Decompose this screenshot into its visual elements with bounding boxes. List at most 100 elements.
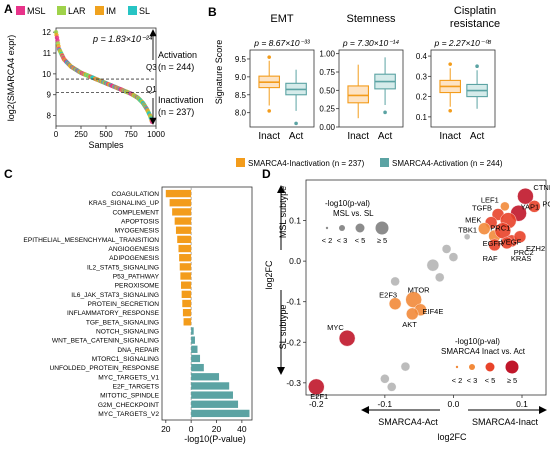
y-tick-label: 9.5	[235, 55, 247, 64]
bar-category-label: PEROXISOME	[115, 283, 160, 290]
boxplot-frame	[338, 49, 404, 128]
bar-category-label: P53_PATHWAY	[113, 274, 160, 281]
legend-label-im: IM	[106, 6, 116, 16]
bar-angiogenesis	[178, 244, 192, 253]
point-e2f3	[388, 297, 402, 310]
panel-a-ylabel: log2(SMARCA4 expr)	[6, 35, 16, 122]
panel-c-xlabel: -log10(P-value)	[184, 434, 246, 444]
legend-size-dot	[339, 225, 345, 231]
panel-d: D -0.3 -0.2 -0.1 0.0 0.1 -0.2 -0.1 0.0 0.1 CTNNB1…	[262, 167, 550, 442]
y-tick-label: 0.4	[416, 52, 428, 61]
legend-size-label: < 3	[337, 236, 348, 245]
bar-category-label: COAGULATION	[111, 191, 159, 198]
bar-category-label: UNFOLDED_PROTEIN_RESPONSE	[49, 365, 159, 372]
point-label: KRAS	[511, 254, 531, 263]
panel-a-ticks: 8 9 10 11 12 0 250 500 750 1000	[42, 28, 165, 139]
x-tick-label: -0.1	[378, 399, 393, 409]
y-tick-label: 0.1	[289, 216, 301, 226]
legend-swatch-activation	[380, 158, 389, 167]
boxplot-pvalue: p = 7.30×10⁻¹⁴	[342, 38, 400, 48]
legend-size-label: < 2	[452, 376, 463, 385]
bar-myogenesis	[175, 226, 192, 234]
legend-size-dot	[505, 360, 519, 374]
bar-category-label: INFLAMMATORY_RESPONSE	[67, 310, 160, 317]
bar-category-label: E2F_TARGETS	[113, 383, 160, 390]
legend-label-activation: SMARCA4-Activation (n = 244)	[392, 159, 503, 168]
point-lef1	[500, 201, 510, 212]
bar-epithelial_mesenchymal_transition	[177, 235, 192, 244]
point-label: EIF4E	[423, 307, 444, 316]
point-ezh2	[513, 230, 527, 243]
box-outlier	[475, 64, 479, 69]
legend-size-dot	[469, 364, 475, 370]
boxplot-title: Cisplatin	[454, 5, 496, 17]
point-unlabeled	[463, 233, 471, 240]
point-label: PGF	[542, 199, 550, 208]
bar-inflammatory_response	[182, 308, 192, 317]
bar-tgf_beta_signaling	[183, 318, 192, 326]
bar-mitotic_spindle	[191, 391, 233, 399]
x-tick-label: 250	[74, 130, 88, 139]
y-tick-label: 8	[47, 112, 52, 121]
box-outlier	[267, 109, 272, 113]
boxplot-frame	[249, 49, 315, 128]
bar-apoptosis	[174, 217, 192, 225]
bar-category-label: PROTEIN_SECRETION	[88, 301, 160, 308]
panel-d-xlabel: log2FC	[437, 432, 467, 442]
boxplot-emt: EMT p = 8.67×10⁻³³ 8.0 8.5 9.0 9.5 Inact Act	[235, 13, 315, 142]
y-tick-label: 1.00	[319, 50, 335, 59]
bar-category-label: G2M_CHECKPOINT	[98, 402, 159, 409]
point-label: YAP1	[521, 202, 540, 211]
point-label: PRC2	[514, 248, 534, 257]
x-tick-label: 0.0	[448, 399, 460, 409]
bar-category-label: DNA_REPAIR	[117, 347, 159, 354]
y-tick-label: 9.0	[235, 73, 247, 82]
panel-d-scatter: -0.3 -0.2 -0.1 0.0 0.1 -0.2 -0.1 0.0 0.1 CTNNB1 PG…	[286, 179, 550, 409]
y-tick-label: 0.00	[319, 123, 335, 132]
bar-category-label: APOPTOSIS	[121, 219, 160, 226]
panel-c-frame	[161, 186, 253, 421]
bar-kras_signaling_up	[169, 199, 192, 207]
point-tbk1	[478, 222, 491, 235]
point-akt	[406, 307, 419, 321]
boxplot-stemness: Stemness p = 7.30×10⁻¹⁴ 0.00 0.25 0.50 0.75 1.…	[319, 13, 404, 142]
boxplot-frame	[430, 49, 496, 128]
legend-title: -log10(p-val)	[455, 337, 500, 346]
bar-category-label: IL2_STAT5_SIGNALING	[87, 264, 159, 271]
bar-adipogenesis	[179, 254, 192, 262]
point-label: EZH2	[526, 244, 545, 253]
box-outlier	[383, 110, 387, 115]
y-tick-label: 0.1	[416, 113, 428, 122]
box-category-label: Inact	[439, 131, 461, 142]
point-label: VEGF	[501, 238, 522, 247]
boxplot-pvalue: p = 8.67×10⁻³³	[253, 38, 311, 48]
x-tick-label: 1000	[147, 130, 165, 139]
point-unlabeled	[400, 361, 411, 372]
box-outlier	[267, 55, 272, 59]
point-label: MEK	[465, 216, 481, 225]
point-e2f1	[308, 378, 325, 396]
y-tick-label: -0.2	[286, 337, 301, 347]
bar-category-label: WNT_BETA_CATENIN_SIGNALING	[52, 338, 159, 345]
y-tick-label: 0.75	[319, 68, 335, 77]
point-label: E2F3	[379, 291, 397, 300]
activation-label: Activation	[158, 50, 197, 60]
bar-category-label: COMPLEMENT	[112, 209, 159, 216]
legend-size-dot	[455, 365, 459, 369]
box-category-label: Act	[470, 131, 485, 142]
legend-swatch-im	[95, 6, 104, 15]
box-outlier	[448, 62, 453, 66]
bar-category-label: MYC_TARGETS_V2	[98, 411, 159, 418]
point-raf	[488, 238, 501, 252]
panel-a-xlabel: Samples	[88, 140, 124, 150]
legend-swatch-sl	[128, 6, 137, 15]
y-tick-label: -0.1	[286, 297, 301, 307]
y-tick-label: 8.0	[235, 109, 247, 118]
bar-p53_pathway	[180, 272, 192, 280]
boxplot-title: resistance	[450, 18, 500, 30]
legend-label-lar: LAR	[68, 6, 86, 16]
legend-label-sl: SL	[139, 6, 150, 16]
legend-gray: -log10(p-val)MSL vs. SL < 2 < 3 < 5 ≥ 5	[322, 199, 389, 245]
panel-c: C COAGULATION KRAS_SIGNALING_UP COMPLEMENT…	[4, 167, 253, 444]
